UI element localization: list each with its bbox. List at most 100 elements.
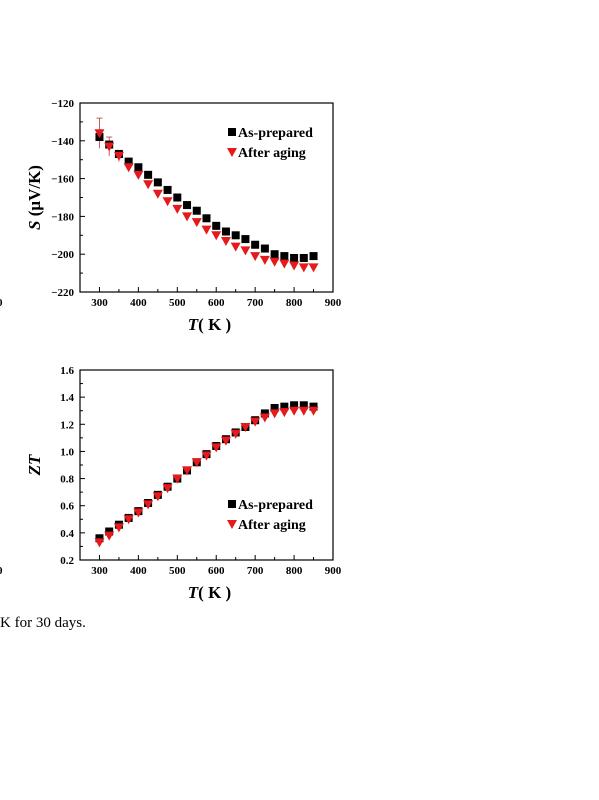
y-tick-label: 1.6 bbox=[60, 365, 74, 377]
legend: As-prepared After aging bbox=[227, 498, 313, 533]
data-point bbox=[259, 255, 270, 265]
data-point bbox=[153, 178, 162, 187]
data-point bbox=[240, 423, 251, 432]
data-point bbox=[172, 474, 183, 484]
data-point bbox=[191, 458, 202, 468]
data-point bbox=[123, 163, 134, 173]
data-point bbox=[220, 236, 231, 246]
data-point bbox=[299, 253, 308, 262]
data-point bbox=[211, 443, 222, 453]
data-point bbox=[298, 406, 309, 416]
y-tick-label: 0.8 bbox=[60, 474, 74, 486]
y-axis-label: S (μV/K) bbox=[25, 165, 44, 230]
legend: As-prepared After aging bbox=[227, 126, 313, 161]
data-point bbox=[124, 157, 133, 166]
data-point bbox=[163, 185, 172, 194]
figure-svg: −220 −200 −180 −160 −140 −120 300 400 500 600 700 8… bbox=[0, 98, 342, 602]
y-axis-label-symbol: S bbox=[25, 220, 44, 229]
x-tick-label: 300 bbox=[91, 297, 108, 309]
data-point bbox=[308, 406, 319, 416]
x-axis-label: T( K ) bbox=[188, 583, 231, 602]
data-point bbox=[113, 523, 124, 533]
data-point bbox=[260, 409, 269, 418]
data-point bbox=[269, 409, 280, 419]
data-point bbox=[143, 500, 154, 510]
x-axis-label-symbol: T bbox=[188, 315, 199, 334]
data-point bbox=[162, 484, 173, 494]
legend-marker bbox=[228, 128, 236, 136]
data-point bbox=[105, 527, 114, 536]
data-point bbox=[220, 436, 231, 446]
x-tick-label: 400 bbox=[130, 297, 147, 309]
data-point bbox=[104, 531, 115, 541]
data-point bbox=[133, 508, 144, 518]
data-point bbox=[298, 263, 309, 273]
figure-caption: K for 30 days. bbox=[0, 615, 86, 631]
data-point bbox=[183, 201, 192, 210]
data-point bbox=[309, 402, 318, 411]
x-tick-label: 800 bbox=[286, 565, 303, 577]
data-point bbox=[182, 466, 193, 476]
data-point bbox=[308, 263, 319, 273]
legend-label: After aging bbox=[238, 146, 306, 161]
data-point bbox=[280, 252, 289, 261]
data-point bbox=[104, 142, 115, 152]
legend-label: After aging bbox=[238, 518, 306, 533]
data-point bbox=[95, 534, 104, 543]
x-axis-label-unit: ( K ) bbox=[198, 583, 231, 602]
y-axis-label-unit: (μV/K) bbox=[25, 165, 44, 220]
legend-marker bbox=[228, 500, 236, 508]
y-tick-label: 1.4 bbox=[60, 392, 74, 404]
y-tick-label: 1.2 bbox=[60, 419, 74, 431]
y-tick-label: −220 bbox=[51, 287, 74, 299]
x-tick-label: 500 bbox=[169, 565, 186, 577]
data-point bbox=[123, 515, 134, 525]
data-point bbox=[289, 406, 300, 416]
y-tick-label: 0.4 bbox=[60, 528, 74, 540]
data-point bbox=[289, 261, 300, 271]
data-point bbox=[250, 252, 261, 262]
chart-panel-2: 0.2 0.4 0.6 0.8 1.0 1.2 1.4 1.6 300 400 500 600 700 8… bbox=[0, 365, 342, 602]
data-point bbox=[211, 231, 222, 241]
data-point bbox=[259, 413, 270, 423]
data-point bbox=[202, 214, 211, 223]
y-tick-label: −140 bbox=[51, 136, 74, 148]
data-point bbox=[133, 170, 144, 180]
data-point bbox=[279, 259, 290, 269]
x-axis-label-symbol: T bbox=[188, 583, 199, 602]
y-tick-label: 0.6 bbox=[60, 501, 74, 513]
data-point bbox=[309, 252, 318, 261]
x-tick-label: 900 bbox=[325, 565, 342, 577]
data-point bbox=[221, 227, 230, 236]
data-point bbox=[250, 417, 261, 427]
x-tick-label: 600 bbox=[208, 297, 225, 309]
data-point bbox=[251, 240, 260, 249]
y-tick-label: 0.2 bbox=[60, 555, 74, 567]
y-tick-label: −180 bbox=[51, 211, 74, 223]
x-tick-label: 700 bbox=[247, 565, 264, 577]
x-tick-label: 900 bbox=[325, 297, 342, 309]
x-tick-label: 500 bbox=[169, 297, 186, 309]
data-point bbox=[260, 244, 269, 253]
x-tick-label: 600 bbox=[208, 565, 225, 577]
data-point bbox=[299, 401, 308, 410]
data-point bbox=[94, 538, 105, 548]
data-point bbox=[144, 170, 153, 179]
x-tick-label: 800 bbox=[286, 297, 303, 309]
series-after-aging bbox=[94, 406, 319, 548]
x-axis-label: T( K ) bbox=[188, 315, 231, 334]
data-point bbox=[279, 408, 290, 418]
data-point bbox=[231, 231, 240, 240]
data-point bbox=[152, 189, 163, 199]
x-tick-label: 300 bbox=[91, 565, 108, 577]
data-point bbox=[192, 206, 201, 215]
x-tick-label: 700 bbox=[247, 297, 264, 309]
data-point bbox=[280, 402, 289, 411]
data-point bbox=[212, 221, 221, 230]
cropped-edge-label: 0 bbox=[0, 565, 3, 577]
data-point bbox=[201, 225, 212, 235]
data-point bbox=[230, 429, 241, 439]
data-point bbox=[269, 257, 280, 267]
data-point bbox=[173, 193, 182, 202]
y-tick-label: −160 bbox=[51, 174, 74, 186]
